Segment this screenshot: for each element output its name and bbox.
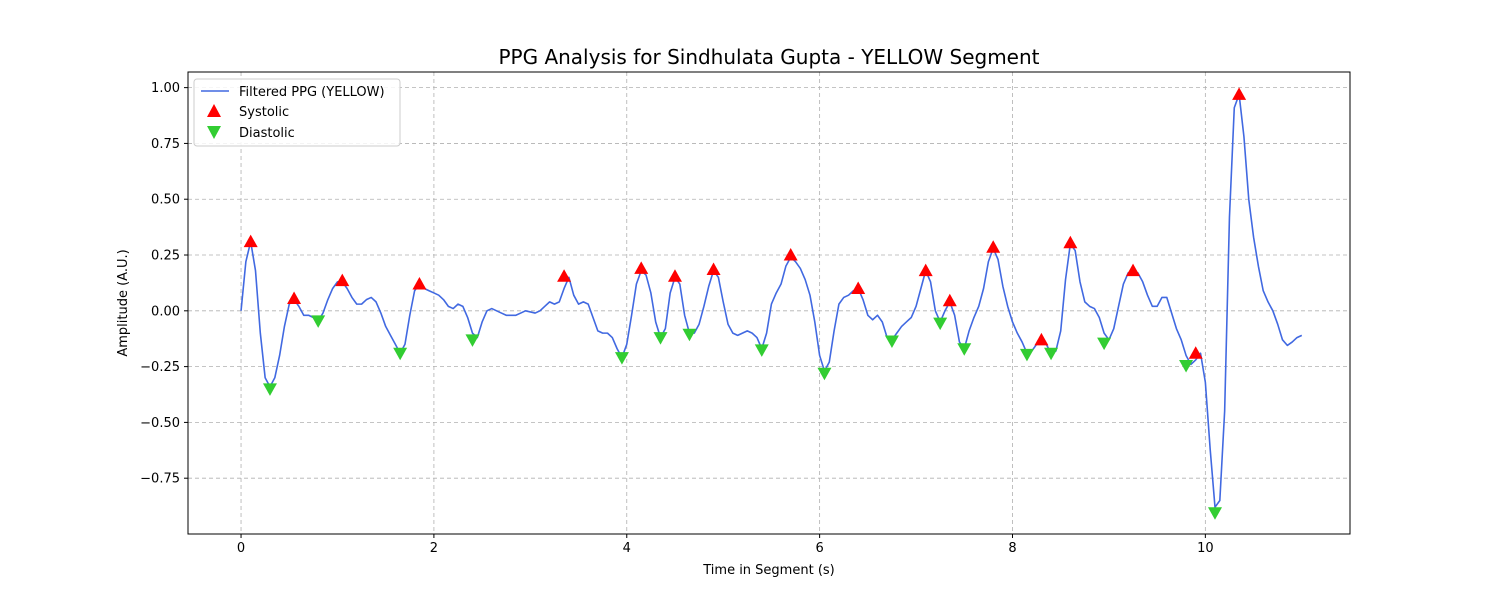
- x-tick-label: 8: [1008, 541, 1016, 556]
- x-tick-label: 2: [430, 541, 438, 556]
- x-tick-label: 0: [237, 541, 245, 556]
- systolic-peak-marker: [1188, 346, 1203, 359]
- diastolic-trough-marker: [817, 367, 832, 381]
- diastolic-trough-marker: [262, 383, 277, 396]
- x-tick-label: 10: [1197, 541, 1214, 556]
- y-tick-label: −0.50: [140, 416, 180, 431]
- diastolic-trough-marker: [393, 347, 408, 361]
- diastolic-trough-marker: [653, 332, 668, 345]
- chart-title: PPG Analysis for Sindhulata Gupta - YELL…: [498, 45, 1039, 69]
- systolic-peak-marker: [243, 234, 258, 248]
- y-tick-label: 0.25: [151, 249, 180, 264]
- x-tick-label: 4: [623, 541, 631, 556]
- systolic-peak-marker: [706, 262, 721, 276]
- systolic-peak-marker: [667, 269, 682, 282]
- legend-systolic-marker: [207, 104, 221, 117]
- diastolic-trough-marker: [957, 343, 972, 356]
- legend-label-filtered-ppg: Filtered PPG (YELLOW): [239, 85, 385, 100]
- diastolic-trough-marker: [1207, 507, 1222, 520]
- systolic-peak-marker: [1063, 235, 1078, 249]
- systolic-peak-marker: [1126, 263, 1141, 277]
- systolic-peak-marker: [557, 269, 572, 282]
- diastolic-trough-marker: [933, 317, 948, 331]
- systolic-peak-marker: [783, 248, 798, 261]
- axis-ticks: 0 2 4 6 8 10 −0.75 −0.50 −0.25 0.00 0.25 0.50 0.75 1.…: [140, 81, 1213, 556]
- legend-box: [193, 78, 401, 147]
- y-tick-label: 1.00: [151, 81, 180, 96]
- systolic-peak-marker: [986, 240, 1001, 253]
- x-tick-label: 6: [815, 541, 823, 556]
- systolic-peak-marker: [851, 281, 866, 294]
- y-tick-label: −0.25: [140, 360, 180, 375]
- plot-frame: [187, 71, 1351, 535]
- diastolic-trough-marker: [1019, 348, 1034, 362]
- diastolic-trough-marker: [1097, 337, 1112, 351]
- diastolic-trough-marker: [311, 315, 326, 328]
- systolic-peak-marker: [1034, 332, 1049, 346]
- legend-diastolic-marker: [207, 126, 221, 139]
- plot-area: [240, 87, 1303, 520]
- diastolic-trough-marker: [1179, 359, 1194, 373]
- systolic-peak-marker: [335, 273, 350, 287]
- y-tick-label: 0.00: [151, 304, 180, 319]
- diastolic-trough-marker: [682, 328, 697, 342]
- systolic-peak-marker: [634, 261, 649, 274]
- legend-label-diastolic: Diastolic: [239, 126, 295, 141]
- legend-label-systolic: Systolic: [239, 105, 289, 120]
- x-axis-label: Time in Segment (s): [702, 563, 834, 578]
- systolic-peak-marker: [942, 293, 957, 307]
- y-axis-label: Amplitude (A.U.): [116, 249, 131, 356]
- y-tick-label: −0.75: [140, 472, 180, 487]
- legend: Filtered PPG (YELLOW) Systolic Diastolic: [193, 78, 401, 147]
- systolic-peak-marker: [1232, 87, 1247, 100]
- systolic-peak-marker: [287, 291, 302, 305]
- y-tick-label: 0.75: [151, 137, 180, 152]
- y-tick-label: 0.50: [151, 193, 180, 208]
- grid: [188, 72, 1350, 534]
- diastolic-trough-marker: [1044, 347, 1059, 361]
- diastolic-trough-marker: [754, 344, 769, 357]
- diastolic-trough-marker: [884, 335, 899, 348]
- diastolic-trough-marker: [614, 352, 629, 365]
- diastolic-trough-marker: [465, 334, 480, 347]
- systolic-peak-marker: [412, 277, 427, 290]
- systolic-peak-marker: [918, 263, 933, 277]
